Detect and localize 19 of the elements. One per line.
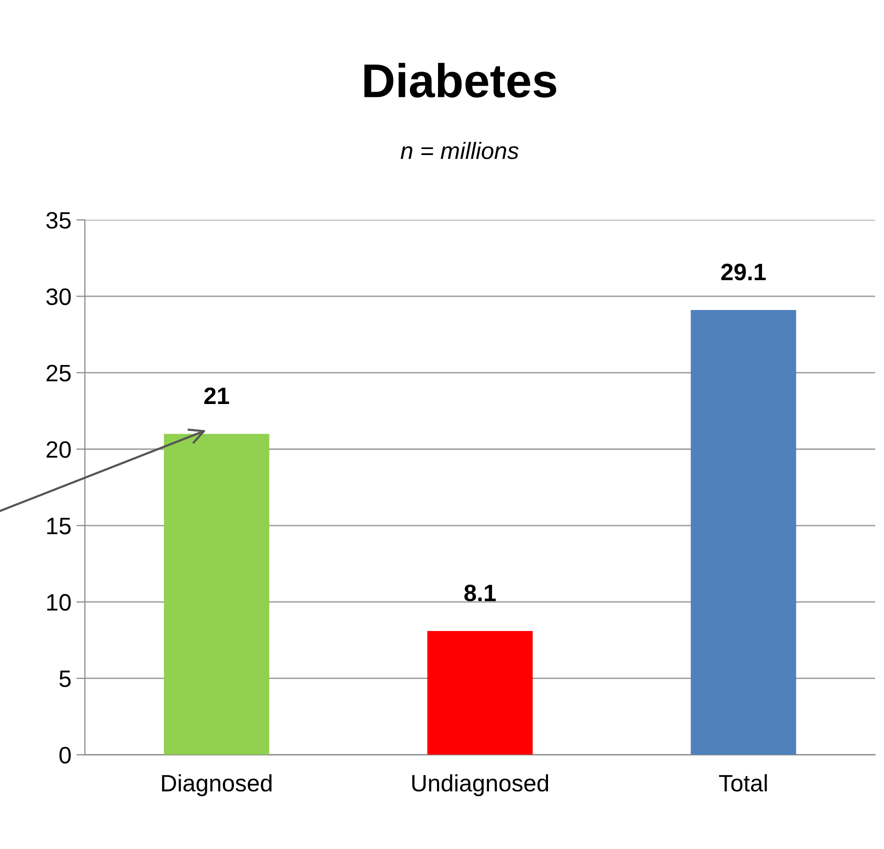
y-tick-label: 30 — [46, 288, 71, 306]
x-tick-label: Undiagnosed — [412, 774, 548, 796]
data-label: 21 — [204, 387, 230, 404]
y-tick-label: 15 — [47, 518, 71, 534]
y-tick-label: 0 — [59, 746, 71, 764]
x-tick-label: Diagnosed — [162, 774, 272, 796]
data-label: 8.1 — [464, 584, 496, 602]
y-tick-label: 5 — [59, 670, 71, 688]
bar — [164, 434, 270, 755]
data-label: 29.1 — [721, 264, 766, 280]
bar — [427, 630, 533, 755]
y-tick-label: 25 — [46, 364, 71, 382]
y-tick-label: 10 — [47, 594, 71, 611]
x-tick-label: Total — [719, 774, 767, 792]
y-tick-label: 20 — [46, 441, 71, 458]
bar — [690, 310, 796, 755]
chart-title: Diabetes — [364, 62, 556, 98]
y-tick-label: 35 — [46, 212, 71, 229]
chart-subtitle: n = millions — [400, 142, 519, 160]
